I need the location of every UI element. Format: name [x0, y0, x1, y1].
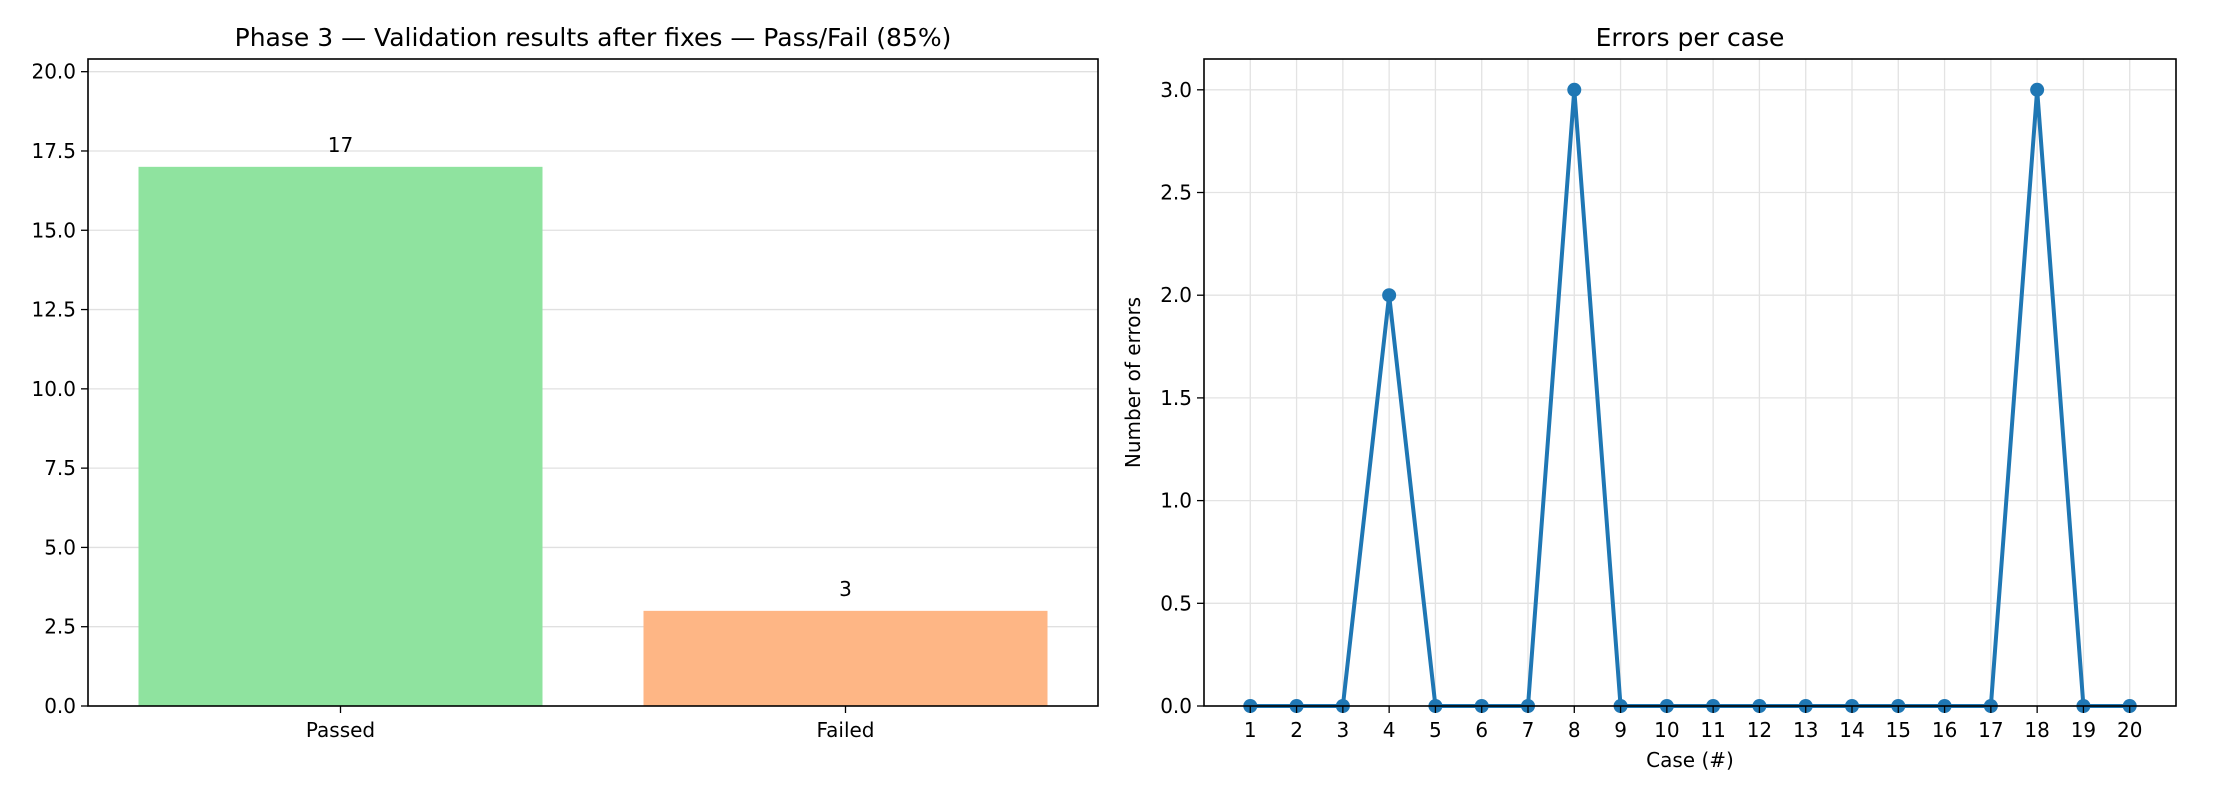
bar-chart-y-tick-label: 15.0: [31, 218, 76, 242]
line-chart-x-tick-label: 8: [1568, 718, 1581, 742]
bar-chart-y-tick-label: 0.0: [44, 694, 76, 718]
bar-chart-y-ticks: 0.0 2.5 5.0 7.5 10.0 12.5 15.0 17.5 20.0: [31, 60, 88, 718]
line-chart-y-axis-label: Number of errors: [1121, 297, 1145, 468]
line-chart-gridlines: [1204, 59, 2176, 707]
line-chart-y-tick-label: 2.0: [1160, 283, 1192, 307]
bar-chart-y-tick-label: 5.0: [44, 535, 76, 559]
bar-chart-x-ticks: Passed Failed: [306, 706, 875, 742]
bar-chart-y-tick-label: 12.5: [31, 298, 76, 322]
line-chart-x-axis-label: Case (#): [1646, 748, 1734, 772]
line-chart-x-tick-label: 13: [1793, 718, 1818, 742]
line-chart-x-tick-label: 16: [1932, 718, 1957, 742]
line-chart-x-tick-label: 5: [1429, 718, 1442, 742]
bar-chart-x-tick-label: Passed: [306, 718, 375, 742]
line-chart-x-tick-label: 15: [1886, 718, 1911, 742]
bar-data-label: 17: [328, 133, 353, 157]
line-chart-x-tick-label: 9: [1614, 718, 1627, 742]
pass-fail-bar-chart: 17 3 0.0 2.5 5.0 7.5 10.0 12.5 15.0 17.5 20.0 Pas…: [31, 23, 1099, 742]
line-chart-title: Errors per case: [1596, 23, 1785, 52]
bar-chart-frame: [87, 58, 1099, 707]
bar-chart-bars: [138, 166, 1048, 707]
line-chart-x-tick-label: 3: [1336, 718, 1349, 742]
line-chart-x-tick-label: 19: [2071, 718, 2096, 742]
line-chart-y-tick-label: 1.0: [1160, 489, 1192, 513]
errors-point-case-4: [1382, 288, 1397, 303]
line-chart-x-tick-label: 20: [2117, 718, 2142, 742]
bar-chart-y-tick-label: 20.0: [31, 60, 76, 84]
bar-chart-x-tick-label: Failed: [816, 718, 874, 742]
line-chart-x-tick-label: 10: [1654, 718, 1679, 742]
line-chart-x-tick-label: 1: [1244, 718, 1257, 742]
bar-chart-data-labels: 17 3: [328, 133, 852, 601]
line-chart-x-tick-label: 11: [1700, 718, 1725, 742]
line-chart-x-tick-label: 7: [1522, 718, 1535, 742]
line-chart-x-tick-label: 4: [1383, 718, 1396, 742]
bar-chart-title: Phase 3 — Validation results after fixes…: [235, 23, 952, 52]
bar-chart-y-tick-label: 7.5: [44, 456, 76, 480]
errors-line-chart: 0.00.51.01.52.02.53.0 1 2 3 4 5 6 7 8 9 10 11 12 13 1…: [1121, 23, 2177, 772]
bar-chart-y-tick-label: 17.5: [31, 139, 76, 163]
line-chart-x-tick-label: 14: [1839, 718, 1864, 742]
errors-point-case-8: [1567, 82, 1582, 97]
line-chart-x-tick-label: 18: [2024, 718, 2049, 742]
line-chart-y-tick-label: 1.5: [1160, 386, 1192, 410]
line-chart-frame: [1203, 58, 2177, 707]
line-chart-y-tick-label: 3.0: [1160, 78, 1192, 102]
line-chart-x-ticks: 1 2 3 4 5 6 7 8 9 10 11 12 13 14 15 16 17 18 19 20: [1244, 706, 2142, 742]
line-chart-y-tick-label: 2.5: [1160, 181, 1192, 205]
line-chart-y-ticks: 0.0 0.5 1.0 1.5 2.0 2.5 3.0: [1160, 78, 1204, 718]
line-chart-y-tick-label: 0.5: [1160, 591, 1192, 615]
bar-data-label: 3: [839, 577, 852, 601]
line-chart-x-tick-label: 12: [1747, 718, 1772, 742]
bar-chart-y-tick-label: 10.0: [31, 377, 76, 401]
line-chart-y-tick-label: 0.0: [1160, 694, 1192, 718]
line-chart-x-tick-label: 17: [1978, 718, 2003, 742]
line-chart-x-tick-label: 2: [1290, 718, 1303, 742]
bar-failed: [643, 610, 1048, 706]
bar-chart-y-tick-label: 2.5: [44, 615, 76, 639]
line-chart-x-tick-label: 6: [1475, 718, 1488, 742]
bar-passed: [138, 166, 543, 707]
errors-point-case-18: [2030, 82, 2045, 97]
